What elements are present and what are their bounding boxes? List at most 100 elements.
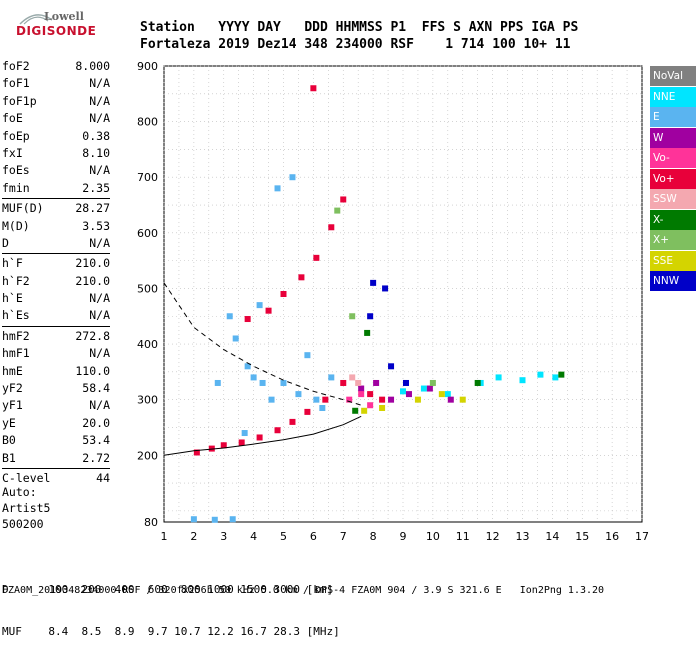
y-tick-label: 800 bbox=[137, 116, 158, 129]
data-point bbox=[244, 316, 251, 323]
data-point bbox=[244, 363, 251, 370]
param-row: yF1 N/A bbox=[2, 397, 110, 414]
logo-line1: Lowell bbox=[44, 10, 84, 23]
param-value: N/A bbox=[89, 111, 110, 126]
data-point bbox=[426, 385, 433, 392]
param-value: N/A bbox=[89, 308, 110, 323]
data-point bbox=[259, 379, 266, 386]
param-value: N/A bbox=[89, 291, 110, 306]
param-row: h`Es N/A bbox=[2, 307, 110, 324]
x-tick-label: 15 bbox=[575, 530, 589, 543]
param-name: foEp bbox=[2, 128, 30, 143]
series-w bbox=[358, 379, 454, 403]
legend-item-vo: Vo+ bbox=[650, 168, 696, 189]
x-tick-label: 17 bbox=[635, 530, 649, 543]
data-point bbox=[459, 396, 466, 403]
param-value: N/A bbox=[89, 346, 110, 361]
data-point bbox=[232, 335, 239, 342]
legend-item-e: E bbox=[650, 107, 696, 127]
x-tick-label: 10 bbox=[426, 530, 440, 543]
y-tick-label: 500 bbox=[137, 282, 158, 295]
data-point bbox=[367, 391, 374, 398]
data-point bbox=[349, 313, 356, 320]
data-point bbox=[495, 374, 502, 381]
data-point bbox=[295, 391, 302, 398]
muf-table: D 100 200 400 600 800 1000 1500 3000 [km… bbox=[2, 555, 340, 653]
param-separator bbox=[2, 325, 110, 327]
legend: NoVal NNE E W Vo- Vo+ SSW X- X+ SSE NNW bbox=[650, 66, 696, 292]
data-point bbox=[405, 391, 412, 398]
param-row: hmE 110.0 bbox=[2, 363, 110, 380]
y-tick-label: 80 bbox=[144, 516, 158, 529]
data-point bbox=[322, 396, 329, 403]
x-tick-label: 6 bbox=[310, 530, 317, 543]
param-name: foE bbox=[2, 111, 23, 126]
param-row: foEp 0.38 bbox=[2, 128, 110, 145]
lowell-digisonde-logo: Lowell DIGISONDE bbox=[14, 10, 124, 50]
data-point bbox=[438, 391, 445, 398]
param-row: h`F 210.0 bbox=[2, 255, 110, 272]
param-value: 44 bbox=[96, 470, 110, 485]
param-row: hmF2 272.8 bbox=[2, 328, 110, 345]
param-row: D N/A bbox=[2, 235, 110, 252]
series-x bbox=[352, 329, 565, 414]
param-name: D bbox=[2, 235, 9, 250]
param-name: hmE bbox=[2, 363, 23, 378]
data-point bbox=[355, 379, 362, 386]
legend-item-nnw: NNW bbox=[650, 271, 696, 291]
param-value: N/A bbox=[89, 235, 110, 250]
tick-labels: 1 2 3 4 5 6 7 8 9 10 11 12 13 14 15 16 17802003004005006… bbox=[137, 60, 649, 543]
data-point bbox=[274, 185, 281, 192]
param-name: yE bbox=[2, 415, 16, 430]
data-point bbox=[268, 396, 275, 403]
x-tick-label: 12 bbox=[486, 530, 500, 543]
param-row: B0 53.4 bbox=[2, 432, 110, 449]
data-point bbox=[382, 285, 389, 292]
data-point bbox=[280, 379, 287, 386]
x-tick-label: 3 bbox=[220, 530, 227, 543]
autoscaling-info: Auto: Artist5 500200 bbox=[2, 484, 50, 532]
param-name: h`F bbox=[2, 256, 23, 271]
header-row-labels: Station YYYY DAY DDD HHMMSS P1 FFS S AXN… bbox=[140, 20, 579, 35]
param-name: B1 bbox=[2, 450, 16, 465]
data-point bbox=[226, 313, 233, 320]
data-point bbox=[313, 396, 320, 403]
data-point bbox=[274, 427, 281, 434]
series-vo bbox=[346, 391, 374, 409]
param-separator bbox=[2, 253, 110, 255]
auto-label: Auto: bbox=[2, 485, 37, 499]
data-point bbox=[340, 196, 347, 203]
data-point bbox=[289, 174, 296, 181]
legend-item-noval: NoVal bbox=[650, 66, 696, 86]
data-point bbox=[447, 396, 454, 403]
muf-table-distance-row: D 100 200 400 600 800 1000 1500 3000 [km… bbox=[2, 583, 334, 596]
data-point bbox=[229, 516, 236, 523]
data-point bbox=[256, 302, 263, 309]
data-point bbox=[346, 396, 353, 403]
series-e bbox=[190, 174, 335, 523]
auto-code: 500200 bbox=[2, 517, 44, 531]
data-point bbox=[361, 407, 368, 414]
legend-item-vo: Vo- bbox=[650, 148, 696, 168]
param-row: foEs N/A bbox=[2, 162, 110, 179]
param-row: foF1 N/A bbox=[2, 75, 110, 92]
param-value: N/A bbox=[89, 163, 110, 178]
data-point bbox=[313, 254, 320, 261]
param-name: foF2 bbox=[2, 59, 30, 73]
y-tick-label: 900 bbox=[137, 60, 158, 73]
param-row: hmF1 N/A bbox=[2, 345, 110, 362]
data-point bbox=[552, 374, 559, 381]
x-tick-label: 8 bbox=[370, 530, 377, 543]
param-value: N/A bbox=[89, 76, 110, 91]
param-row: foE N/A bbox=[2, 110, 110, 127]
data-point bbox=[238, 439, 245, 446]
param-name: B0 bbox=[2, 433, 16, 448]
series-x bbox=[334, 207, 436, 386]
data-point bbox=[265, 307, 272, 314]
data-point bbox=[310, 85, 317, 92]
param-value: 3.53 bbox=[82, 218, 110, 233]
y-tick-label: 700 bbox=[137, 171, 158, 184]
param-name: M(D) bbox=[2, 218, 30, 233]
y-tick-label: 400 bbox=[137, 338, 158, 351]
data-point bbox=[352, 407, 359, 414]
